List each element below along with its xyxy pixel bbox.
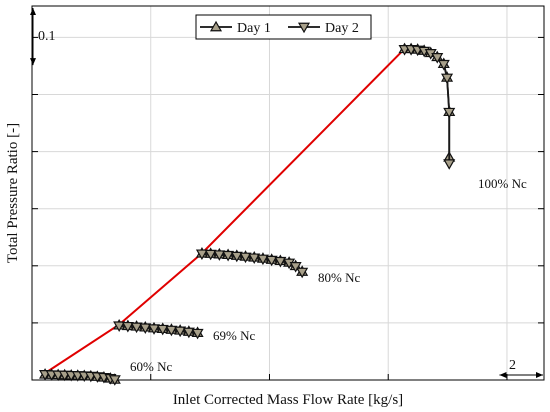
point-day2-69nc-2 (130, 322, 143, 334)
series-day2-100nc (398, 45, 456, 170)
point-day2-80nc-0 (195, 249, 208, 261)
point-day2-100nc-8 (443, 107, 456, 119)
point-day2-100nc-5 (431, 53, 444, 64)
point-day2-60nc-11 (108, 375, 121, 386)
point-day2-80nc-2 (213, 250, 226, 261)
legend-marker-1 (297, 22, 311, 34)
point-day2-69nc-5 (156, 324, 169, 336)
x-axis-label: Inlet Corrected Mass Flow Rate [kg/s] (173, 392, 403, 408)
point-day2-80nc-12 (296, 267, 309, 279)
y-axis-label: Total Pressure Ratio [-] (5, 123, 21, 263)
speedline-labels: 60% Nc 69% Nc 80% Nc 100% Nc (130, 176, 527, 374)
point-day2-80nc-7 (256, 254, 269, 266)
legend-label-0: Day 1 (237, 21, 271, 36)
point-day2-100nc-7 (441, 73, 454, 85)
point-day2-69nc-4 (147, 324, 161, 335)
legend-label-1: Day 2 (325, 21, 359, 36)
y-scale-label: 0.1 (38, 29, 56, 44)
operating-line (44, 48, 406, 374)
point-day2-69nc-8 (182, 327, 195, 339)
series-day2-69nc (113, 321, 204, 340)
point-day2-69nc-7 (174, 326, 187, 338)
point-day2-80nc-3 (222, 250, 235, 262)
point-day2-80nc-9 (274, 256, 287, 268)
point-day2-100nc-6 (437, 59, 450, 71)
point-day2-69nc-6 (165, 325, 178, 337)
series-day2-60nc (39, 370, 121, 386)
point-day2-80nc-6 (248, 253, 261, 265)
point-day2-69nc-1 (121, 321, 134, 333)
point-day2-69nc-0 (113, 321, 126, 332)
plot-frame (31, 5, 545, 381)
point-day2-80nc-8 (265, 255, 278, 267)
x-scale-arrow-right (536, 372, 543, 378)
point-day2-80nc-4 (230, 251, 243, 263)
speedline-label-3: 100% Nc (478, 176, 527, 191)
speedline-label-0: 60% Nc (130, 359, 172, 374)
operating-line-path (44, 48, 406, 374)
x-scale-label: 2 (509, 358, 516, 373)
line-day2-69nc (119, 324, 198, 335)
point-day2-69nc-9 (191, 328, 204, 340)
speedline-label-2: 80% Nc (318, 270, 360, 285)
speedline-label-1: 69% Nc (213, 328, 255, 343)
legend-marker-0 (209, 20, 223, 32)
y-scale-marker (30, 8, 36, 66)
series-day2-80nc (195, 249, 309, 279)
legend: Day 1 Day 2 (195, 14, 372, 40)
grid-lines (31, 6, 544, 380)
speedline-series (39, 42, 456, 386)
point-day2-80nc-1 (204, 249, 217, 261)
point-day2-80nc-5 (239, 252, 252, 264)
x-scale-marker (499, 372, 543, 378)
point-day2-100nc-9 (443, 159, 456, 170)
x-scale-arrow-left (499, 372, 507, 378)
point-day2-80nc-11 (289, 262, 302, 273)
y-scale-arrow-bottom (30, 58, 36, 66)
y-scale-arrow-top (30, 8, 36, 15)
point-day2-69nc-3 (139, 323, 152, 334)
